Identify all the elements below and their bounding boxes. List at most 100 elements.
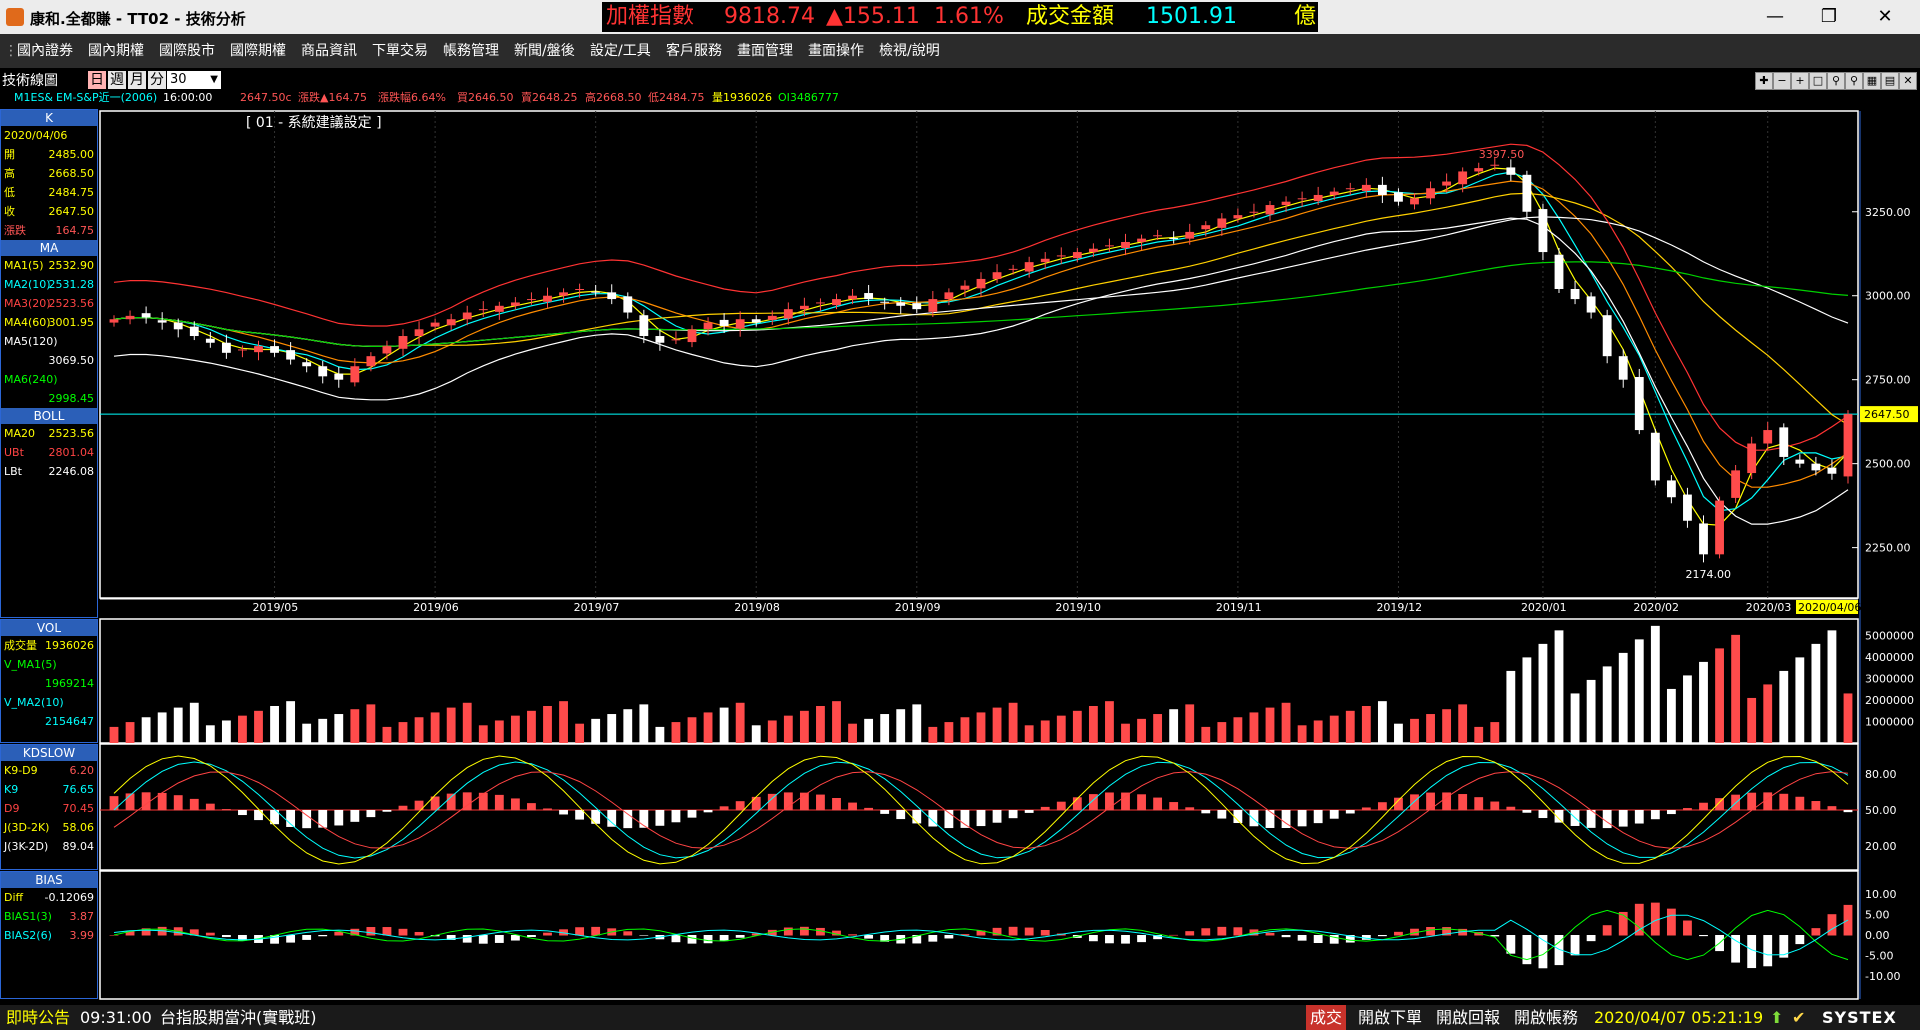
chart-subtitle: [ 01 - 系統建議設定 ] bbox=[246, 115, 382, 131]
volume-bar bbox=[1185, 704, 1195, 743]
candle-body bbox=[1056, 255, 1066, 257]
volume-bar bbox=[864, 718, 874, 743]
menu-item[interactable]: 新聞/盤後 bbox=[514, 43, 575, 59]
bias-bar bbox=[671, 935, 681, 943]
volume-bar bbox=[1281, 702, 1291, 743]
kd-diff-bar bbox=[719, 806, 729, 811]
menu-item[interactable]: 客戶服務 bbox=[666, 43, 722, 59]
chart-tab-title[interactable]: 技術線圖 bbox=[2, 73, 58, 89]
bias-bar bbox=[864, 935, 874, 939]
vol-panel-header[interactable]: VOL bbox=[1, 620, 97, 636]
menu-item[interactable]: 畫面管理 bbox=[737, 43, 793, 59]
bias-panel-header[interactable]: BIAS bbox=[1, 872, 97, 888]
volume-bar bbox=[607, 714, 617, 743]
period-week-button[interactable]: 週 bbox=[108, 71, 126, 89]
kd-diff-bar bbox=[655, 810, 665, 826]
menu-item[interactable]: 國內證券 bbox=[17, 43, 73, 59]
d9-line bbox=[113, 771, 1849, 849]
kd-diff-bar bbox=[960, 810, 970, 828]
search-icon[interactable]: ⚲ bbox=[1827, 72, 1845, 90]
candle-body bbox=[1137, 238, 1146, 242]
volume-bar bbox=[1105, 701, 1114, 743]
kd-diff-bar bbox=[1185, 807, 1195, 811]
volume-bar bbox=[1169, 709, 1179, 743]
candle-body bbox=[1843, 414, 1853, 477]
candle-body bbox=[510, 302, 520, 306]
kd-diff-bar bbox=[1779, 793, 1789, 811]
volume-bar bbox=[623, 709, 633, 743]
announcement-text[interactable]: 台指股期當沖(實戰班) bbox=[160, 1008, 317, 1027]
open-report-button[interactable]: 開啟回報 bbox=[1436, 1008, 1501, 1027]
kd-tick-label: 80.00 bbox=[1865, 768, 1897, 781]
boll-panel-header[interactable]: BOLL bbox=[1, 408, 97, 424]
candle-body bbox=[350, 366, 360, 383]
volume-bar bbox=[350, 709, 360, 743]
kd-diff-bar bbox=[1121, 792, 1130, 811]
open-order-button[interactable]: 開啟下單 bbox=[1358, 1008, 1423, 1027]
volume-bar bbox=[318, 718, 328, 743]
price-tick-label: 2250.00 bbox=[1865, 542, 1911, 555]
ma-panel-header[interactable]: MA bbox=[1, 240, 97, 256]
bias-bar bbox=[992, 927, 1002, 936]
search-plus-icon[interactable]: ⚲ bbox=[1845, 72, 1863, 90]
bias-bar bbox=[527, 935, 536, 938]
bias-bar bbox=[189, 929, 199, 936]
menu-item[interactable]: 國內期權 bbox=[88, 43, 144, 59]
close-icon[interactable]: ✕ bbox=[1877, 6, 1893, 27]
announcement-label[interactable]: 即時公告 bbox=[6, 1008, 71, 1027]
trade-button[interactable]: 成交 bbox=[1306, 1005, 1347, 1030]
candle-body bbox=[1811, 463, 1821, 471]
candle-body bbox=[976, 278, 986, 289]
candle-body bbox=[238, 349, 247, 351]
save-icon[interactable]: ▦ bbox=[1863, 72, 1881, 90]
kd-diff-bar bbox=[1554, 810, 1564, 823]
restore-icon[interactable]: ❐ bbox=[1820, 6, 1838, 27]
ma4-row: MA4(60) 3001.95 bbox=[4, 316, 94, 329]
menu-item[interactable]: 國際股市 bbox=[159, 43, 215, 59]
zoom-out-icon[interactable]: − bbox=[1773, 72, 1791, 90]
kd-diff-bar bbox=[639, 810, 649, 828]
menu-item[interactable]: 商品資訊 bbox=[301, 43, 357, 59]
close-panel-icon[interactable]: ✕ bbox=[1899, 72, 1917, 90]
bias-bar bbox=[1169, 934, 1179, 936]
kd-diff-bar bbox=[1602, 810, 1612, 829]
menu-item[interactable]: 帳務管理 bbox=[443, 43, 499, 59]
kd-diff-bar bbox=[1699, 802, 1708, 811]
period-minute-button[interactable]: 分 bbox=[148, 71, 166, 89]
menu-item[interactable]: 畫面操作 bbox=[808, 43, 864, 59]
volume-bar bbox=[687, 717, 697, 743]
menu-item[interactable]: 下單交易 bbox=[372, 43, 428, 59]
kd-diff-bar bbox=[398, 805, 408, 811]
volume-side-panel: VOL 成交量 1936026 V_MA1(5) 1969214 V_MA2(10… bbox=[0, 619, 98, 743]
bias-tick-label: 0.00 bbox=[1865, 929, 1890, 942]
candle-body bbox=[799, 305, 809, 310]
period-month-button[interactable]: 月 bbox=[128, 71, 146, 89]
volume-bar bbox=[639, 704, 649, 743]
last-date-label: 2020/04/06 bbox=[1798, 601, 1861, 614]
window-icon[interactable]: ▤ bbox=[1881, 72, 1899, 90]
period-day-button[interactable]: 日 bbox=[88, 71, 106, 89]
menu-item[interactable]: 國際期權 bbox=[230, 43, 286, 59]
vma2-value-row: 2154647 bbox=[45, 715, 94, 728]
k-panel-header[interactable]: K bbox=[1, 110, 97, 126]
open-account-button[interactable]: 開啟帳務 bbox=[1514, 1008, 1579, 1027]
candle-body bbox=[1650, 432, 1660, 481]
fit-icon[interactable]: □ bbox=[1809, 72, 1827, 90]
menu-item[interactable]: 檢視/說明 bbox=[879, 43, 940, 59]
crosshair-icon[interactable]: ✚ bbox=[1755, 72, 1773, 90]
kd-diff-bar bbox=[1394, 797, 1403, 811]
bias1-row: BIAS1(3) 3.87 bbox=[4, 910, 94, 923]
zoom-in-icon[interactable]: + bbox=[1791, 72, 1809, 90]
minimize-icon[interactable]: — bbox=[1766, 6, 1784, 27]
bias-side-panel: BIAS Diff -0.12069 BIAS1(3) 3.87 BIAS2(6) 3… bbox=[0, 871, 98, 999]
volume-bar bbox=[848, 723, 857, 743]
volume-bar bbox=[1410, 718, 1419, 743]
interval-select[interactable]: 30 ▼ bbox=[167, 71, 221, 89]
kd-panel-header[interactable]: KDSLOW bbox=[1, 745, 97, 761]
volume-bar bbox=[446, 707, 456, 743]
volume-bar bbox=[559, 701, 568, 743]
menu-item[interactable]: 設定/工具 bbox=[590, 43, 651, 59]
kd-diff-bar bbox=[286, 810, 296, 827]
bias-bar bbox=[366, 927, 376, 936]
